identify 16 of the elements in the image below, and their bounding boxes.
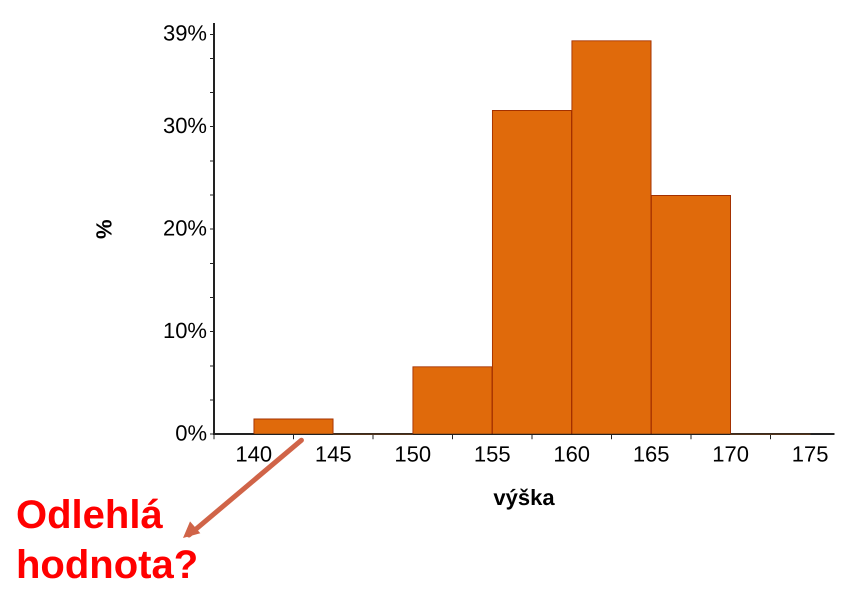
x-tick-label: 155 xyxy=(474,441,511,466)
x-tick-label: 160 xyxy=(553,441,590,466)
x-tick-label: 175 xyxy=(792,441,829,466)
x-tick-label: 165 xyxy=(632,441,670,466)
y-tick-label: 39% xyxy=(162,20,207,46)
y-tick-label: 0% xyxy=(175,420,207,446)
x-tick-label: 140 xyxy=(235,441,272,466)
x-axis-title: výška xyxy=(493,484,556,510)
y-axis-title: % xyxy=(91,219,116,239)
x-tick-label: 170 xyxy=(712,441,750,466)
x-tick-label: 145 xyxy=(314,441,352,466)
y-tick-label: 20% xyxy=(162,215,207,240)
y-tick-label: 10% xyxy=(162,318,207,343)
x-tick-label: 150 xyxy=(394,441,432,466)
y-tick-label: 30% xyxy=(162,112,207,138)
annotation: Odlehlá hodnota? xyxy=(16,493,198,587)
